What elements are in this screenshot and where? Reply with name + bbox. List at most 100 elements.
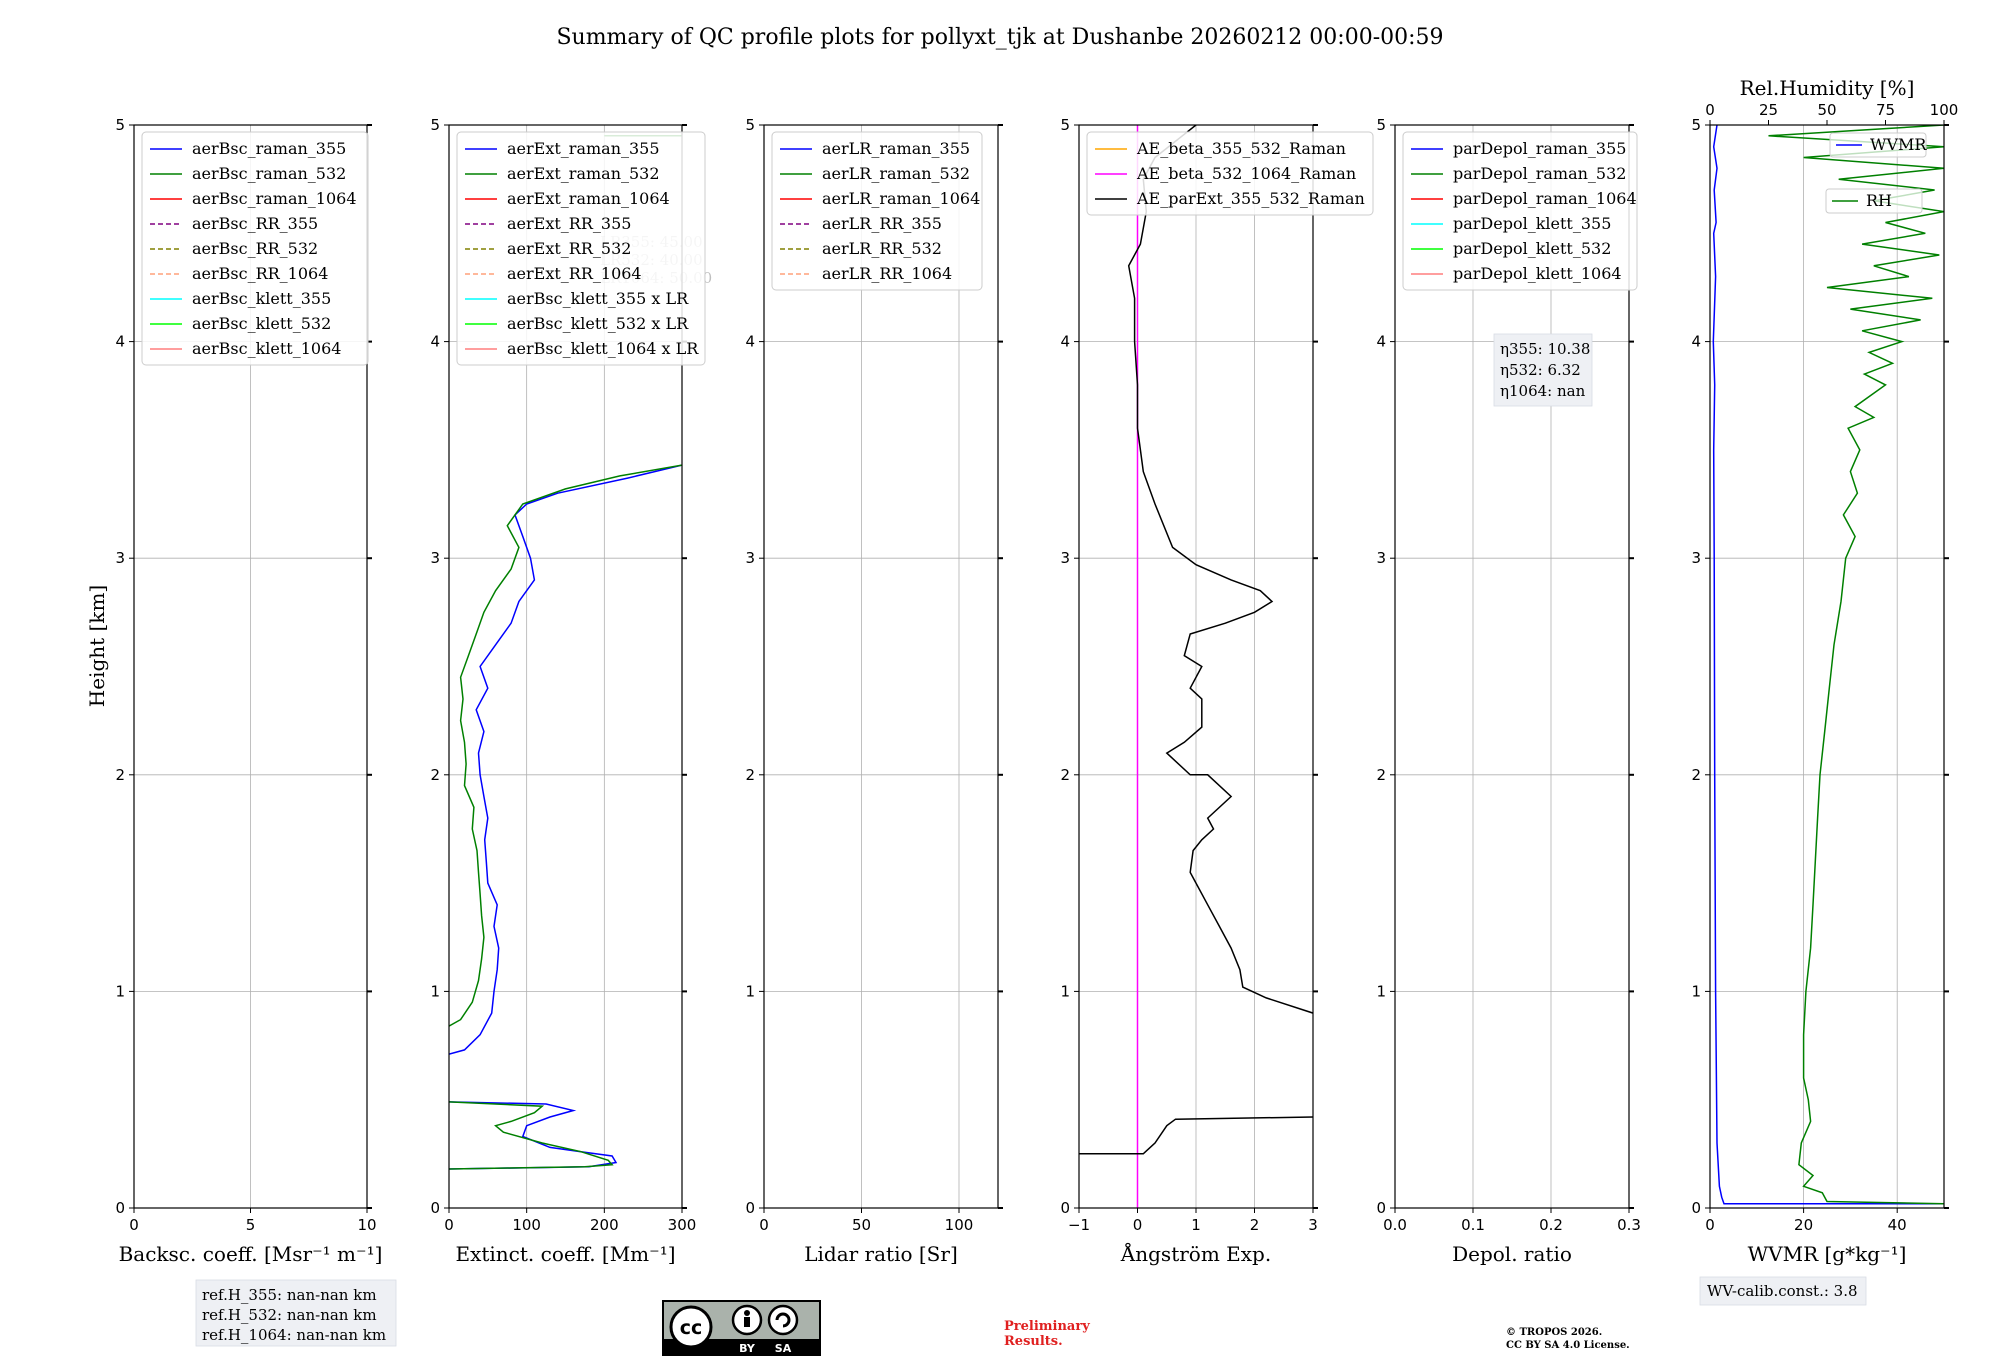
- legend-label: aerLR_RR_1064: [822, 264, 952, 283]
- y-tick-label: 2: [430, 766, 440, 784]
- legend-box: [456, 131, 706, 366]
- refh-355: ref.H_355: nan-nan km: [202, 1286, 377, 1304]
- refh-532: ref.H_532: nan-nan km: [202, 1306, 377, 1324]
- x-tick-label: 10: [357, 1216, 376, 1234]
- y-tick-label: 3: [745, 549, 755, 567]
- eta-box: [1493, 333, 1593, 407]
- y-tick-label: 2: [1691, 766, 1701, 784]
- preliminary-line2: Results.: [1004, 1334, 1063, 1349]
- y-tick-label: 5: [1060, 116, 1070, 134]
- legend-label: RH: [1866, 191, 1892, 210]
- legend-label: aerLR_RR_532: [822, 239, 942, 258]
- legend-label: aerLR_raman_355: [822, 139, 970, 158]
- x-axis-label: WVMR [g*kg⁻¹]: [1748, 1242, 1907, 1266]
- x-tick-label: 0.0: [1383, 1216, 1407, 1234]
- y-tick-label: 4: [1691, 333, 1701, 351]
- y-tick-label: 0: [115, 1199, 125, 1217]
- top-x-tick-label: 100: [1930, 101, 1959, 119]
- eta-value: η355: 10.38: [1500, 340, 1590, 358]
- y-tick-label: 5: [1691, 116, 1701, 134]
- by-label: BY: [739, 1342, 756, 1355]
- cc-license-badge: cc BY SA: [662, 1300, 821, 1356]
- eta-annotation: η355: 10.38 η532: 6.32 η1064: nan: [1493, 333, 1593, 407]
- legend-label: parDepol_klett_532: [1453, 239, 1611, 258]
- axes-frame: [1394, 124, 1630, 1209]
- x-tick-label: 0.2: [1539, 1216, 1563, 1234]
- y-tick-label: 3: [430, 549, 440, 567]
- y-tick-label: 1: [115, 982, 125, 1000]
- x-tick-label: 0: [1705, 1216, 1715, 1234]
- legend-label: AE_beta_532_1064_Raman: [1136, 164, 1356, 183]
- preliminary-results-note: Preliminary Results.: [1004, 1319, 1090, 1349]
- legend-label: aerExt_raman_532: [507, 164, 660, 183]
- x-tick-label: 200: [590, 1216, 619, 1234]
- legend-label: aerBsc_RR_532: [192, 239, 318, 258]
- legend-box: [1825, 188, 1923, 214]
- legend-label: parDepol_raman_355: [1453, 139, 1626, 158]
- y-tick-label: 4: [1060, 333, 1070, 351]
- legend-label: aerBsc_klett_532 x LR: [507, 314, 689, 333]
- series-line-AE_parExt_355_532_Raman: [1127, 125, 1313, 1014]
- legend-label: aerExt_raman_1064: [507, 189, 670, 208]
- legend-label: parDepol_raman_1064: [1453, 189, 1637, 208]
- top-x-tick-label: 25: [1759, 101, 1778, 119]
- figure-title: Summary of QC profile plots for pollyxt_…: [556, 25, 1443, 50]
- legend-label: aerLR_raman_532: [822, 164, 970, 183]
- legend-label: aerLR_raman_1064: [822, 189, 980, 208]
- preliminary-line1: Preliminary: [1004, 1319, 1090, 1334]
- legend-label: aerBsc_raman_532: [192, 164, 346, 183]
- series-line-aerExt_raman_355: [449, 464, 682, 1055]
- legend: aerExt_raman_355 aerExt_raman_532 aerExt_r…: [456, 131, 706, 366]
- y-tick-label: 1: [745, 982, 755, 1000]
- y-tick-label: 0: [745, 1199, 755, 1217]
- legend-label: WVMR: [1870, 135, 1927, 154]
- y-tick-label: 0: [1060, 1199, 1070, 1217]
- axes-frame: [763, 124, 999, 1209]
- y-tick-label: 2: [1376, 766, 1386, 784]
- legend-label: aerBsc_klett_1064: [192, 339, 341, 358]
- legend-label: aerExt_raman_355: [507, 139, 660, 158]
- y-tick-label: 1: [1691, 982, 1701, 1000]
- x-axis-label: Ångström Exp.: [1120, 1241, 1271, 1266]
- legend: AE_beta_355_532_Raman AE_beta_532_1064_Ra…: [1086, 131, 1374, 216]
- y-tick-label: 1: [1060, 982, 1070, 1000]
- x-tick-label: 300: [668, 1216, 697, 1234]
- x-tick-label: 0: [1133, 1216, 1143, 1234]
- legend-label: AE_parExt_355_532_Raman: [1136, 189, 1365, 208]
- legend-box: [1402, 131, 1638, 291]
- legend-label: parDepol_klett_355: [1453, 214, 1611, 233]
- series-line-aerExt_raman_355: [449, 1101, 618, 1170]
- legend-label: aerBsc_klett_532: [192, 314, 331, 333]
- cc-icon: [669, 1305, 713, 1349]
- axes-frame: [448, 124, 683, 1209]
- eta-value: η1064: nan: [1500, 382, 1586, 400]
- y-tick-label: 4: [745, 333, 755, 351]
- legend-label: parDepol_klett_1064: [1453, 264, 1622, 283]
- legend: aerLR_raman_355 aerLR_raman_532 aerLR_rama…: [771, 131, 983, 291]
- y-tick-label: 2: [1060, 766, 1070, 784]
- refh-1064: ref.H_1064: nan-nan km: [202, 1326, 386, 1344]
- series-line-aerExt_raman_532: [449, 1101, 614, 1170]
- y-tick-label: 3: [1060, 549, 1070, 567]
- legend-label: aerLR_RR_355: [822, 214, 942, 233]
- legend-label: aerBsc_klett_1064 x LR: [507, 339, 699, 358]
- panel-bsc: 0 1 2 3 4 5 0 5 10 Backsc. coeff. [Msr⁻¹ m⁻¹] aerB…: [115, 116, 382, 1266]
- x-tick-label: 100: [512, 1216, 541, 1234]
- y-tick-label: 4: [430, 333, 440, 351]
- top-x-tick-label: 0: [1705, 101, 1715, 119]
- wv-calib-text: WV-calib.const.: 3.8: [1707, 1282, 1858, 1300]
- x-tick-label: 5: [246, 1216, 256, 1234]
- y-tick-label: 5: [115, 116, 125, 134]
- x-axis-label: Depol. ratio: [1452, 1242, 1572, 1266]
- y-tick-label: 4: [115, 333, 125, 351]
- sa-label: SA: [775, 1342, 792, 1355]
- legend-label: parDepol_raman_532: [1453, 164, 1626, 183]
- y-tick-label: 0: [1376, 1199, 1386, 1217]
- x-axis-label: Backsc. coeff. [Msr⁻¹ m⁻¹]: [119, 1242, 383, 1266]
- y-tick-label: 2: [745, 766, 755, 784]
- legend-box: [141, 131, 369, 366]
